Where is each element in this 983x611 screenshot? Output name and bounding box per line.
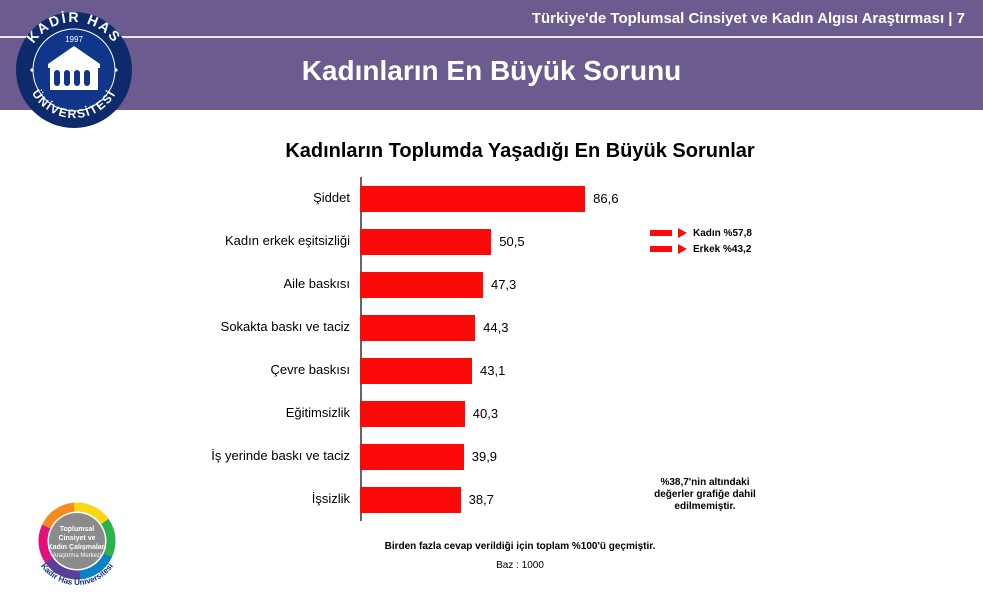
logo-year: 1997 xyxy=(65,35,83,44)
bar-track: 47,3 xyxy=(360,263,870,306)
chart-title: Kadınların Toplumda Yaşadığı En Büyük So… xyxy=(170,140,870,163)
university-logo: KADİR HAS ÜNİVERSİTESİ 1997 xyxy=(14,10,134,130)
bar-track: 44,3 xyxy=(360,306,870,349)
bar-fill xyxy=(360,487,461,513)
bar-row: Çevre baskısı 43,1 xyxy=(170,349,870,392)
bar-fill xyxy=(360,401,465,427)
header-divider xyxy=(0,36,983,38)
bar-fill xyxy=(360,229,491,255)
bar-label: Sokakta baskı ve taciz xyxy=(170,320,360,335)
header-band: Türkiye'de Toplumsal Cinsiyet ve Kadın A… xyxy=(0,0,983,110)
bar-value: 38,7 xyxy=(469,492,494,507)
bar-label: Aile baskısı xyxy=(170,277,360,292)
bar-value: 47,3 xyxy=(491,277,516,292)
bar-value: 43,1 xyxy=(480,363,505,378)
bar-row: Şiddet 86,6 xyxy=(170,177,870,220)
bar-track: 39,9 xyxy=(360,435,870,478)
survey-title: Türkiye'de Toplumsal Cinsiyet ve Kadın A… xyxy=(532,10,965,27)
chart: Kadınların Toplumda Yaşadığı En Büyük So… xyxy=(170,140,870,571)
slide-title: Kadınların En Büyük Sorunu xyxy=(0,55,983,87)
bar-value: 86,6 xyxy=(593,191,618,206)
bar-track: 43,1 xyxy=(360,349,870,392)
bar-label: İş yerinde baskı ve taciz xyxy=(170,449,360,464)
bar-row: Aile baskısı 47,3 xyxy=(170,263,870,306)
bar-row: İşsizlik 38,7 xyxy=(170,478,870,521)
bar-label: İşsizlik xyxy=(170,492,360,507)
bar-fill xyxy=(360,358,472,384)
rc-line2: Cinsiyet ve xyxy=(59,535,96,542)
bar-label: Kadın erkek eşitsizliği xyxy=(170,234,360,249)
bar-label: Eğitimsizlik xyxy=(170,406,360,421)
bar-track: 86,6 xyxy=(360,177,870,220)
bar-value: 50,5 xyxy=(499,234,524,249)
chart-base: Baz : 1000 xyxy=(170,560,870,571)
bar-track: 40,3 xyxy=(360,392,870,435)
bar-fill xyxy=(360,186,585,212)
research-center-logo: Toplumsal Cinsiyet ve Kadın Çalışmaları … xyxy=(22,491,132,601)
bar-value: 44,3 xyxy=(483,320,508,335)
bar-row: İş yerinde baskı ve taciz 39,9 xyxy=(170,435,870,478)
rc-line3: Kadın Çalışmaları xyxy=(48,544,107,551)
rc-line1: Toplumsal xyxy=(60,526,95,533)
bar-value: 40,3 xyxy=(473,406,498,421)
bar-value: 39,9 xyxy=(472,449,497,464)
bar-row: Sokakta baskı ve taciz 44,3 xyxy=(170,306,870,349)
chart-note: Birden fazla cevap verildiği için toplam… xyxy=(170,541,870,552)
bar-track: 38,7 xyxy=(360,478,870,521)
bar-fill xyxy=(360,272,483,298)
rc-line4: Araştırma Merkezi xyxy=(53,553,102,559)
bar-fill xyxy=(360,444,464,470)
bar-fill xyxy=(360,315,475,341)
bar-track: 50,5 xyxy=(360,220,870,263)
bar-label: Çevre baskısı xyxy=(170,363,360,378)
bar-row: Kadın erkek eşitsizliği 50,5 xyxy=(170,220,870,263)
bars-container: Kadın %57,8Erkek %43,2 %38,7'nin altında… xyxy=(170,177,870,521)
bar-label: Şiddet xyxy=(170,191,360,206)
bar-row: Eğitimsizlik 40,3 xyxy=(170,392,870,435)
